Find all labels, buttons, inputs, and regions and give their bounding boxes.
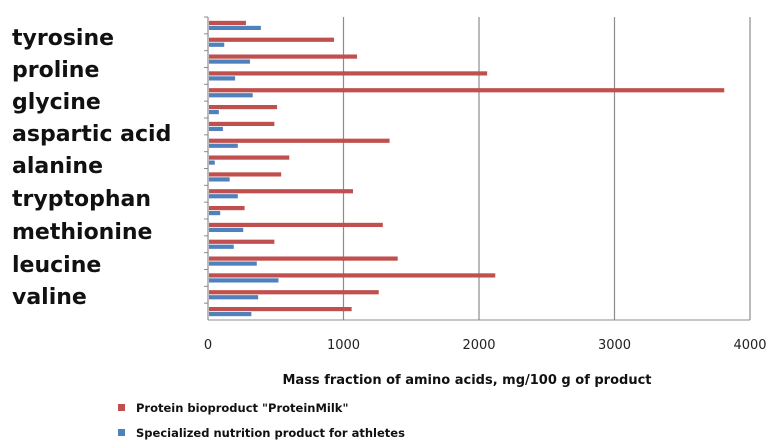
category-label: alanine [12, 154, 103, 179]
legend-swatch [118, 404, 125, 411]
x-tick-label: 1000 [327, 338, 360, 353]
category-label: tryptophan [12, 187, 151, 212]
category-label: valine [12, 285, 87, 310]
legend-label: Protein bioproduct "ProteinMilk" [136, 401, 348, 415]
bar-athletes [209, 210, 221, 216]
category-label: leucine [12, 253, 101, 278]
bar-athletes [209, 227, 244, 233]
bar-proteinmilk [209, 306, 352, 312]
x-axis-title: Mass fraction of amino acids, mg/100 g o… [282, 373, 651, 388]
bar-proteinmilk [209, 239, 275, 244]
legend-swatch [118, 429, 125, 436]
category-labels: tyrosine proline glycine aspartic acid alani… [12, 26, 171, 310]
x-tick-labels: 0 1000 2000 3000 4000 [204, 338, 767, 353]
bar-athletes [209, 177, 230, 182]
bar-proteinmilk [209, 222, 383, 228]
category-label: aspartic acid [12, 122, 171, 147]
bar-athletes [209, 244, 234, 249]
bar-proteinmilk [209, 88, 725, 93]
bar-proteinmilk [209, 104, 278, 110]
x-tick-label: 4000 [733, 338, 766, 353]
bar-proteinmilk [209, 273, 496, 278]
x-tick-label: 0 [204, 338, 212, 353]
bar-athletes [209, 76, 236, 81]
category-label: methionine [12, 220, 152, 245]
category-label: proline [12, 58, 99, 83]
bar-proteinmilk [209, 172, 282, 177]
bar-athletes [209, 278, 279, 283]
bar-athletes [209, 160, 215, 165]
bar-proteinmilk [209, 20, 246, 26]
bar-proteinmilk [209, 205, 245, 211]
bar-proteinmilk [209, 256, 398, 261]
bar-proteinmilk [209, 121, 275, 127]
bar-athletes [209, 93, 253, 98]
bar-proteinmilk [209, 71, 488, 76]
x-tick-label: 2000 [462, 338, 495, 353]
bar-proteinmilk [209, 290, 379, 295]
bars [209, 20, 725, 317]
category-label: glycine [12, 90, 101, 115]
bar-athletes [209, 194, 238, 199]
x-tick-label: 3000 [598, 338, 631, 353]
legend: Protein bioproduct "ProteinMilk" Speciali… [118, 401, 405, 440]
bar-athletes [209, 126, 223, 132]
bar-athletes [209, 311, 252, 317]
bar-proteinmilk [209, 54, 358, 59]
category-label: tyrosine [12, 26, 114, 51]
bar-athletes [209, 25, 261, 31]
bar-proteinmilk [209, 189, 353, 194]
axes [204, 16, 750, 321]
bar-proteinmilk [209, 37, 335, 42]
bar-athletes [209, 261, 257, 266]
bar-athletes [209, 42, 225, 47]
bar-athletes [209, 295, 259, 300]
bar-athletes [209, 59, 251, 64]
bar-proteinmilk [209, 155, 290, 160]
bar-proteinmilk [209, 138, 390, 143]
gridlines [342, 17, 751, 320]
bar-athletes [209, 143, 238, 148]
bar-athletes [209, 109, 219, 115]
legend-label: Specialized nutrition product for athlet… [136, 426, 405, 440]
